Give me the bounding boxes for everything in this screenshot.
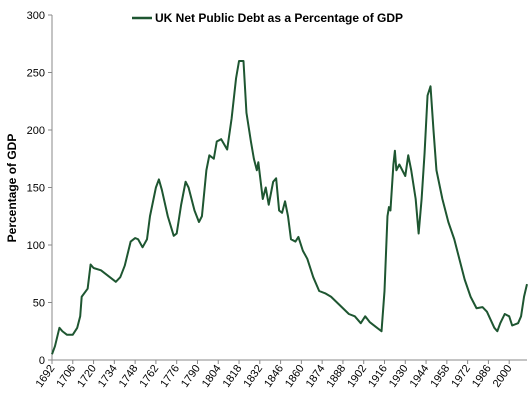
legend-label: UK Net Public Debt as a Percentage of GD…: [155, 11, 403, 25]
x-tick-label: 1930: [387, 363, 411, 390]
x-tick-label: 1832: [241, 363, 265, 390]
x-tick-label: 1986: [470, 363, 494, 390]
x-tick-label: 1944: [408, 363, 432, 390]
x-tick-label: 1706: [54, 363, 78, 390]
y-tick-label: 300: [27, 10, 45, 22]
y-tick-label: 50: [33, 298, 45, 310]
x-tick-label: 1902: [345, 363, 369, 390]
y-tick-label: 100: [27, 240, 45, 252]
y-tick-label: 0: [39, 355, 45, 367]
x-tick-label: 1790: [179, 363, 203, 390]
line-series: [51, 60, 528, 355]
x-tick-label: 1776: [158, 363, 182, 390]
x-tick-label: 1888: [325, 363, 349, 390]
y-tick-label: 250: [27, 68, 45, 80]
x-tick-label: 1972: [449, 363, 473, 390]
x-tick-label: 1762: [137, 363, 161, 390]
x-tick-label: 1874: [304, 363, 328, 390]
x-tick-label: 1720: [75, 363, 99, 390]
y-tick-label: 150: [27, 183, 45, 195]
x-tick-label: 1692: [34, 363, 58, 390]
x-tick-label: 1916: [366, 363, 390, 390]
y-axis-label: Percentage of GDP: [5, 134, 19, 243]
x-tick-label: 1818: [221, 363, 245, 390]
x-tick-label: 1860: [283, 363, 307, 390]
x-tick-label: 1958: [428, 363, 452, 390]
x-tick-label: 1748: [117, 363, 141, 390]
x-tick-label: 1804: [200, 363, 224, 390]
y-tick-label: 200: [27, 125, 45, 137]
x-tick-label: 1734: [96, 363, 120, 390]
x-tick-label: 2000: [491, 363, 515, 390]
x-tick-label: 1846: [262, 363, 286, 390]
